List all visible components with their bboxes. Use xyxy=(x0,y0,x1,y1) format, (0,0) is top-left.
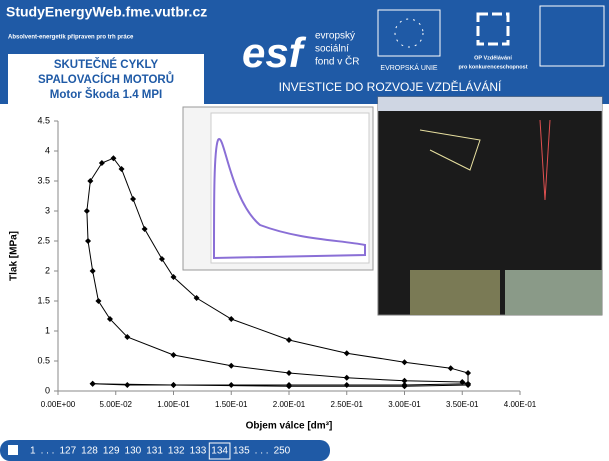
x-tick-label: 3.50E-01 xyxy=(446,400,479,409)
y-tick-label: 0 xyxy=(45,385,50,395)
y-tick-label: 0.5 xyxy=(37,355,50,365)
x-tick-label: 2.50E-01 xyxy=(331,400,364,409)
x-tick-label: 5.00E-02 xyxy=(100,400,133,409)
x-tick-label: 1.50E-01 xyxy=(215,400,248,409)
eu-text: EVROPSKÁ UNIE xyxy=(380,63,438,72)
y-tick-label: 1.5 xyxy=(37,295,50,305)
page-link[interactable]: 127 xyxy=(59,446,76,457)
esf-text: fond v ČR xyxy=(315,55,359,68)
title: SPALOVACÍCH MOTORŮ xyxy=(38,72,174,86)
page-link[interactable]: 135 xyxy=(233,446,250,457)
op-text: pro konkurenceschopnost xyxy=(458,64,527,70)
x-tick-label: 0.00E+00 xyxy=(41,400,76,409)
x-tick-label: 1.00E-01 xyxy=(157,400,190,409)
screenshot-photo xyxy=(505,270,602,315)
page-link[interactable]: . . . xyxy=(255,446,269,457)
inset-plot xyxy=(211,113,369,263)
title: Motor Škoda 1.4 MPI xyxy=(50,88,162,101)
slogan: INVESTICE DO ROZVOJE VZDĚLÁVÁNÍ xyxy=(279,79,502,94)
page-link[interactable]: 132 xyxy=(168,446,185,457)
y-tick-label: 2 xyxy=(45,265,50,275)
screenshot-photo xyxy=(410,270,500,315)
y-tick-label: 4.5 xyxy=(37,115,50,125)
x-tick-label: 4.00E-01 xyxy=(504,400,537,409)
esf-logo: esf xyxy=(242,29,307,76)
y-tick-label: 3 xyxy=(45,205,50,215)
screenshot-toolbar xyxy=(378,97,602,111)
y-tick-label: 3.5 xyxy=(37,175,50,185)
x-tick-label: 3.00E-01 xyxy=(388,400,421,409)
x-tick-label: 2.00E-01 xyxy=(273,400,306,409)
y-tick-label: 2.5 xyxy=(37,235,50,245)
page-link[interactable]: 128 xyxy=(81,446,98,457)
x-axis-label: Objem válce [dm³] xyxy=(246,421,333,432)
page-link[interactable]: 129 xyxy=(103,446,120,457)
page-link[interactable]: 131 xyxy=(146,446,163,457)
page-link[interactable]: 130 xyxy=(125,446,142,457)
page-link[interactable]: 133 xyxy=(190,446,207,457)
y-tick-label: 4 xyxy=(45,145,50,155)
esf-text: evropský xyxy=(315,31,355,42)
inset-screenshot xyxy=(378,97,602,315)
page-link[interactable]: 134 xyxy=(211,446,228,457)
title: SKUTEČNÉ CYKLY xyxy=(54,58,159,71)
nav-icon[interactable] xyxy=(8,445,18,455)
esf-text: sociální xyxy=(315,44,349,55)
page-link[interactable]: . . . xyxy=(41,446,55,457)
page-link[interactable]: 250 xyxy=(274,446,291,457)
site: StudyEnergyWeb.fme.vutbr.cz xyxy=(6,4,207,20)
tagline: Absolvent-energetik připraven pro trh pr… xyxy=(8,35,134,41)
y-axis-label: Tlak [MPa] xyxy=(9,231,20,281)
eu-flag xyxy=(378,10,440,56)
op-text: OP Vzdělávání xyxy=(474,55,512,61)
slide: StudyEnergyWeb.fme.vutbr.cz Absolvent-en… xyxy=(0,0,609,461)
page-link[interactable]: 1 xyxy=(30,446,36,457)
y-tick-label: 1 xyxy=(45,325,50,335)
inset-graph xyxy=(183,107,373,270)
